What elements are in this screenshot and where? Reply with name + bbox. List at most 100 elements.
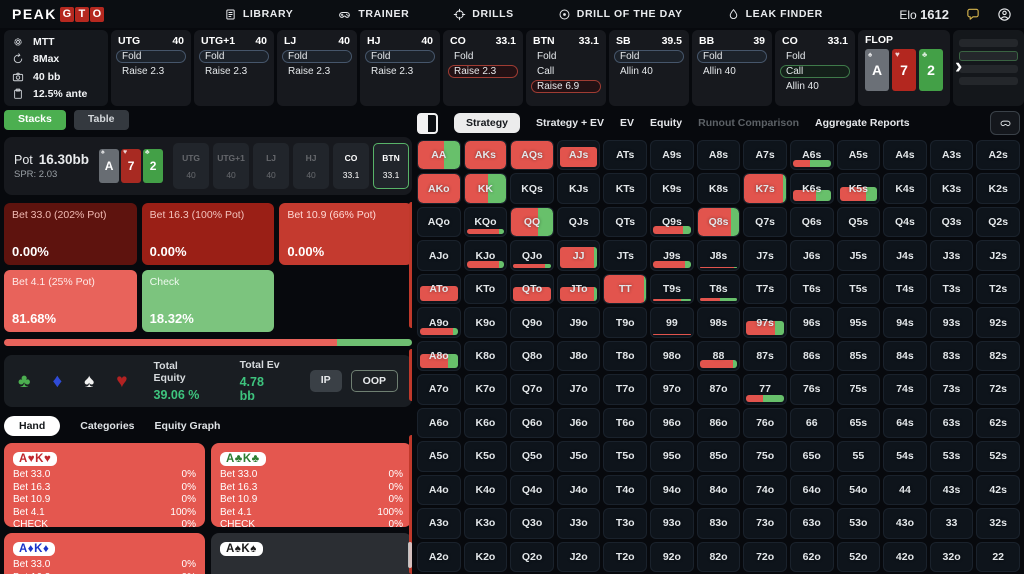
matrix-cell-j9s[interactable]: J9s: [650, 240, 694, 271]
matrix-cell-42s[interactable]: 42s: [976, 474, 1020, 506]
matrix-cell-a7o[interactable]: A7o: [417, 374, 461, 405]
gear-icon[interactable]: [12, 36, 24, 48]
bet-option-bet-33-0-202-pot[interactable]: Bet 33.0 (202% Pot) 0.00%: [4, 203, 137, 265]
action-raise-6-9[interactable]: Raise 6.9: [531, 80, 601, 93]
copy-icon[interactable]: [12, 88, 24, 100]
trainer-shortcut-button[interactable]: [990, 111, 1020, 135]
matrix-cell-t7o[interactable]: T7o: [603, 374, 648, 405]
matrix-cell-kqo[interactable]: KQo: [463, 206, 508, 238]
matrix-cell-63s[interactable]: 63s: [929, 407, 974, 439]
matrix-cell-t4s[interactable]: T4s: [883, 273, 927, 305]
tab-equity[interactable]: Equity: [650, 117, 683, 129]
next-street-button[interactable]: ›: [955, 53, 963, 78]
matrix-cell-j5o[interactable]: J5o: [556, 441, 601, 472]
action-raise-2-3[interactable]: Raise 2.3: [448, 65, 518, 78]
matrix-cell-j7o[interactable]: J7o: [556, 374, 601, 405]
matrix-cell-99[interactable]: 99: [650, 307, 694, 338]
matrix-cell-96o[interactable]: 96o: [650, 407, 694, 439]
matrix-cell-a5o[interactable]: A5o: [417, 441, 461, 472]
seat-chip-lj[interactable]: LJ 40: [253, 143, 290, 189]
matrix-cell-k8s[interactable]: K8s: [696, 173, 741, 204]
matrix-cell-76s[interactable]: 76s: [789, 374, 834, 405]
matrix-cell-87o[interactable]: 87o: [696, 374, 741, 405]
hand-card-a-k[interactable]: A♦K♦Bet 33.00%Bet 16.30%Bet 10.90%: [4, 533, 205, 574]
matrix-cell-83o[interactable]: 83o: [696, 508, 741, 539]
seat-chip-utg-1[interactable]: UTG+1 40: [213, 143, 250, 189]
matrix-cell-qq[interactable]: QQ: [510, 206, 554, 238]
matrix-cell-t2s[interactable]: T2s: [976, 273, 1020, 305]
matrix-cell-53o[interactable]: 53o: [836, 508, 881, 539]
matrix-cell-74o[interactable]: 74o: [743, 474, 787, 506]
matrix-cell-43o[interactable]: 43o: [883, 508, 927, 539]
matrix-cell-t4o[interactable]: T4o: [603, 474, 648, 506]
matrix-cell-t6o[interactable]: T6o: [603, 407, 648, 439]
matrix-cell-55[interactable]: 55: [836, 441, 881, 472]
tab-strategy-ev[interactable]: Strategy + EV: [536, 117, 605, 129]
action-fold[interactable]: Fold: [282, 50, 352, 63]
matrix-cell-54o[interactable]: 54o: [836, 474, 881, 506]
matrix-cell-j3s[interactable]: J3s: [929, 240, 974, 271]
matrix-cell-aqo[interactable]: AQo: [417, 206, 461, 238]
tab-stacks[interactable]: Stacks: [4, 110, 66, 130]
matrix-cell-k9o[interactable]: K9o: [463, 307, 508, 338]
matrix-cell-tt[interactable]: TT: [603, 273, 648, 305]
matrix-cell-83s[interactable]: 83s: [929, 340, 974, 372]
bet-option-bet-16-3-100-pot[interactable]: Bet 16.3 (100% Pot) 0.00%: [141, 203, 275, 265]
position-card-lj-2[interactable]: LJ 40 Fold Raise 2.3: [277, 30, 357, 106]
matrix-cell-93o[interactable]: 93o: [650, 508, 694, 539]
matrix-cell-ajs[interactable]: AJs: [556, 140, 601, 171]
tab-ev[interactable]: EV: [620, 117, 635, 129]
matrix-cell-a6o[interactable]: A6o: [417, 407, 461, 439]
matrix-cell-a9o[interactable]: A9o: [417, 307, 461, 338]
matrix-cell-98s[interactable]: 98s: [696, 307, 741, 338]
seat-chip-btn[interactable]: BTN 33.1: [373, 143, 410, 189]
matrix-cell-73s[interactable]: 73s: [929, 374, 974, 405]
oop-button[interactable]: OOP: [350, 370, 398, 392]
left-panel-scrollbar[interactable]: [408, 542, 412, 568]
matrix-cell-j4o[interactable]: J4o: [556, 474, 601, 506]
matrix-cell-qts[interactable]: QTs: [603, 206, 648, 238]
matrix-cell-j4s[interactable]: J4s: [883, 240, 927, 271]
matrix-cell-q3s[interactable]: Q3s: [929, 206, 974, 238]
action-allin-40[interactable]: Allin 40: [786, 81, 819, 92]
matrix-cell-k5s[interactable]: K5s: [836, 173, 881, 204]
matrix-cell-j8o[interactable]: J8o: [556, 340, 601, 372]
matrix-cell-aa[interactable]: AA: [417, 140, 461, 171]
matrix-cell-98o[interactable]: 98o: [650, 340, 694, 372]
matrix-cell-kqs[interactable]: KQs: [510, 173, 554, 204]
matrix-cell-k2s[interactable]: K2s: [976, 173, 1020, 204]
matrix-cell-k4s[interactable]: K4s: [883, 173, 927, 204]
matrix-cell-t6s[interactable]: T6s: [789, 273, 834, 305]
matrix-cell-k6s[interactable]: K6s: [789, 173, 834, 204]
matrix-cell-97o[interactable]: 97o: [650, 374, 694, 405]
matrix-cell-a2o[interactable]: A2o: [417, 541, 461, 572]
matrix-cell-96s[interactable]: 96s: [789, 307, 834, 338]
matrix-cell-44[interactable]: 44: [883, 474, 927, 506]
matrix-cell-86s[interactable]: 86s: [789, 340, 834, 372]
matrix-cell-62o[interactable]: 62o: [789, 541, 834, 572]
matrix-cell-t7s[interactable]: T7s: [743, 273, 787, 305]
matrix-cell-82s[interactable]: 82s: [976, 340, 1020, 372]
bet-option-bet-10-9-66-pot[interactable]: Bet 10.9 (66% Pot) 0.00%: [279, 203, 412, 265]
matrix-cell-42o[interactable]: 42o: [883, 541, 927, 572]
matrix-cell-j2o[interactable]: J2o: [556, 541, 601, 572]
matrix-cell-q7o[interactable]: Q7o: [510, 374, 554, 405]
matrix-cell-72o[interactable]: 72o: [743, 541, 787, 572]
matrix-cell-62s[interactable]: 62s: [976, 407, 1020, 439]
nav-item-drill-of-the-day[interactable]: DRILL OF THE DAY: [558, 8, 683, 21]
bet-option-check[interactable]: Check 18.32%: [141, 270, 275, 332]
matrix-cell-73o[interactable]: 73o: [743, 508, 787, 539]
matrix-cell-k9s[interactable]: K9s: [650, 173, 694, 204]
matrix-cell-jts[interactable]: JTs: [603, 240, 648, 271]
seat-chip-co[interactable]: CO 33.1: [333, 143, 370, 189]
matrix-cell-43s[interactable]: 43s: [929, 474, 974, 506]
nav-item-library[interactable]: LIBRARY: [224, 8, 293, 21]
matrix-cell-94o[interactable]: 94o: [650, 474, 694, 506]
position-card-btn-5[interactable]: BTN 33.1 Fold Call Raise 6.9: [526, 30, 606, 106]
matrix-cell-94s[interactable]: 94s: [883, 307, 927, 338]
matrix-cell-54s[interactable]: 54s: [883, 441, 927, 472]
refresh-icon[interactable]: [12, 53, 24, 65]
position-card-utg-0[interactable]: UTG 40 Fold Raise 2.3: [111, 30, 191, 106]
matrix-cell-k8o[interactable]: K8o: [463, 340, 508, 372]
matrix-cell-q8s[interactable]: Q8s: [696, 206, 741, 238]
